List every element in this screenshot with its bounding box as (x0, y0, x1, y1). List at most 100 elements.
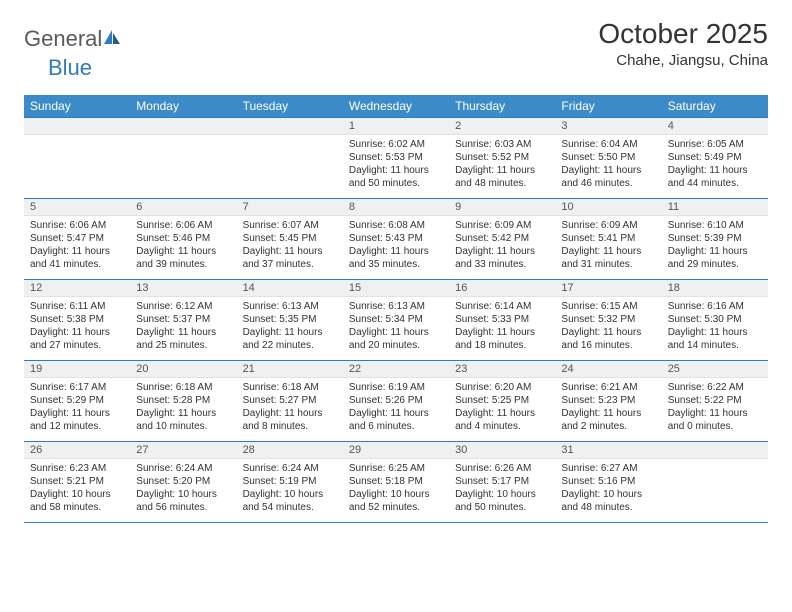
day-cell: 15Sunrise: 6:13 AMSunset: 5:34 PMDayligh… (343, 280, 449, 361)
sunrise-line: Sunrise: 6:27 AM (561, 462, 655, 475)
sunset-line: Sunset: 5:35 PM (243, 313, 337, 326)
daylight-line: Daylight: 10 hours and 54 minutes. (243, 488, 337, 514)
day-body: Sunrise: 6:20 AMSunset: 5:25 PMDaylight:… (449, 378, 555, 441)
dayhead-thu: Thursday (449, 95, 555, 118)
daylight-line: Daylight: 11 hours and 14 minutes. (668, 326, 762, 352)
sunset-line: Sunset: 5:17 PM (455, 475, 549, 488)
sunset-line: Sunset: 5:50 PM (561, 151, 655, 164)
logo-text-blue: Blue (48, 55, 92, 81)
sunset-line: Sunset: 5:45 PM (243, 232, 337, 245)
day-cell: 23Sunrise: 6:20 AMSunset: 5:25 PMDayligh… (449, 361, 555, 442)
sunset-line: Sunset: 5:27 PM (243, 394, 337, 407)
sunset-line: Sunset: 5:39 PM (668, 232, 762, 245)
sunrise-line: Sunrise: 6:03 AM (455, 138, 549, 151)
title-block: October 2025 Chahe, Jiangsu, China (598, 18, 768, 69)
day-cell: 28Sunrise: 6:24 AMSunset: 5:19 PMDayligh… (237, 442, 343, 523)
day-number: 6 (130, 199, 236, 216)
day-cell: 4 Sunrise: 6:05 AMSunset: 5:49 PMDaylight… (662, 118, 768, 199)
day-cell: 14Sunrise: 6:13 AMSunset: 5:35 PMDayligh… (237, 280, 343, 361)
day-cell: 22Sunrise: 6:19 AMSunset: 5:26 PMDayligh… (343, 361, 449, 442)
month-title: October 2025 (598, 18, 768, 50)
day-number: 31 (555, 442, 661, 459)
day-cell: 31Sunrise: 6:27 AMSunset: 5:16 PMDayligh… (555, 442, 661, 523)
day-cell: 25Sunrise: 6:22 AMSunset: 5:22 PMDayligh… (662, 361, 768, 442)
location: Chahe, Jiangsu, China (598, 52, 768, 69)
day-number: 3 (555, 118, 661, 135)
day-number: 21 (237, 361, 343, 378)
daylight-line: Daylight: 10 hours and 48 minutes. (561, 488, 655, 514)
daylight-line: Daylight: 11 hours and 2 minutes. (561, 407, 655, 433)
day-number: 23 (449, 361, 555, 378)
day-cell: 11Sunrise: 6:10 AMSunset: 5:39 PMDayligh… (662, 199, 768, 280)
day-cell (237, 118, 343, 199)
sunset-line: Sunset: 5:49 PM (668, 151, 762, 164)
day-body: Sunrise: 6:21 AMSunset: 5:23 PMDaylight:… (555, 378, 661, 441)
daylight-line: Daylight: 11 hours and 44 minutes. (668, 164, 762, 190)
sunset-line: Sunset: 5:21 PM (30, 475, 124, 488)
day-number: 4 (662, 118, 768, 135)
sunset-line: Sunset: 5:26 PM (349, 394, 443, 407)
daylight-line: Daylight: 11 hours and 31 minutes. (561, 245, 655, 271)
day-body: Sunrise: 6:24 AMSunset: 5:20 PMDaylight:… (130, 459, 236, 522)
day-body: Sunrise: 6:18 AMSunset: 5:27 PMDaylight:… (237, 378, 343, 441)
day-body: Sunrise: 6:22 AMSunset: 5:22 PMDaylight:… (662, 378, 768, 441)
calendar-body: 1Sunrise: 6:02 AMSunset: 5:53 PMDaylight… (24, 118, 768, 523)
sunset-line: Sunset: 5:32 PM (561, 313, 655, 326)
daylight-line: Daylight: 10 hours and 58 minutes. (30, 488, 124, 514)
daylight-line: Daylight: 11 hours and 6 minutes. (349, 407, 443, 433)
sunrise-line: Sunrise: 6:21 AM (561, 381, 655, 394)
day-body: Sunrise: 6:24 AMSunset: 5:19 PMDaylight:… (237, 459, 343, 522)
day-cell: 17Sunrise: 6:15 AMSunset: 5:32 PMDayligh… (555, 280, 661, 361)
day-body: Sunrise: 6:13 AMSunset: 5:34 PMDaylight:… (343, 297, 449, 360)
sunset-line: Sunset: 5:25 PM (455, 394, 549, 407)
sunrise-line: Sunrise: 6:09 AM (561, 219, 655, 232)
day-number: 11 (662, 199, 768, 216)
sunrise-line: Sunrise: 6:07 AM (243, 219, 337, 232)
day-number: 15 (343, 280, 449, 297)
day-body: Sunrise: 6:18 AMSunset: 5:28 PMDaylight:… (130, 378, 236, 441)
day-number-empty (130, 118, 236, 135)
sunrise-line: Sunrise: 6:17 AM (30, 381, 124, 394)
calendar-table: Sunday Monday Tuesday Wednesday Thursday… (24, 95, 768, 522)
day-cell (130, 118, 236, 199)
daylight-line: Daylight: 10 hours and 50 minutes. (455, 488, 549, 514)
sunrise-line: Sunrise: 6:18 AM (243, 381, 337, 394)
day-cell: 7Sunrise: 6:07 AMSunset: 5:45 PMDaylight… (237, 199, 343, 280)
sunset-line: Sunset: 5:20 PM (136, 475, 230, 488)
sunrise-line: Sunrise: 6:15 AM (561, 300, 655, 313)
sunset-line: Sunset: 5:53 PM (349, 151, 443, 164)
day-body: Sunrise: 6:25 AMSunset: 5:18 PMDaylight:… (343, 459, 449, 522)
day-header-row: Sunday Monday Tuesday Wednesday Thursday… (24, 95, 768, 118)
daylight-line: Daylight: 11 hours and 18 minutes. (455, 326, 549, 352)
day-body: Sunrise: 6:07 AMSunset: 5:45 PMDaylight:… (237, 216, 343, 279)
sunrise-line: Sunrise: 6:05 AM (668, 138, 762, 151)
sunset-line: Sunset: 5:33 PM (455, 313, 549, 326)
sunset-line: Sunset: 5:41 PM (561, 232, 655, 245)
day-body-empty (237, 135, 343, 197)
sunset-line: Sunset: 5:37 PM (136, 313, 230, 326)
sunset-line: Sunset: 5:30 PM (668, 313, 762, 326)
sunset-line: Sunset: 5:34 PM (349, 313, 443, 326)
daylight-line: Daylight: 11 hours and 29 minutes. (668, 245, 762, 271)
sunset-line: Sunset: 5:23 PM (561, 394, 655, 407)
sunrise-line: Sunrise: 6:16 AM (668, 300, 762, 313)
daylight-line: Daylight: 11 hours and 8 minutes. (243, 407, 337, 433)
daylight-line: Daylight: 11 hours and 10 minutes. (136, 407, 230, 433)
day-number: 20 (130, 361, 236, 378)
day-number: 30 (449, 442, 555, 459)
sunrise-line: Sunrise: 6:13 AM (243, 300, 337, 313)
day-number-empty (24, 118, 130, 135)
day-cell (662, 442, 768, 523)
day-cell: 12Sunrise: 6:11 AMSunset: 5:38 PMDayligh… (24, 280, 130, 361)
daylight-line: Daylight: 11 hours and 20 minutes. (349, 326, 443, 352)
daylight-line: Daylight: 11 hours and 37 minutes. (243, 245, 337, 271)
sunset-line: Sunset: 5:22 PM (668, 394, 762, 407)
daylight-line: Daylight: 11 hours and 16 minutes. (561, 326, 655, 352)
day-cell: 1Sunrise: 6:02 AMSunset: 5:53 PMDaylight… (343, 118, 449, 199)
day-number: 26 (24, 442, 130, 459)
day-number: 9 (449, 199, 555, 216)
sunrise-line: Sunrise: 6:22 AM (668, 381, 762, 394)
day-body: Sunrise: 6:06 AMSunset: 5:47 PMDaylight:… (24, 216, 130, 279)
day-body-empty (130, 135, 236, 197)
daylight-line: Daylight: 11 hours and 39 minutes. (136, 245, 230, 271)
